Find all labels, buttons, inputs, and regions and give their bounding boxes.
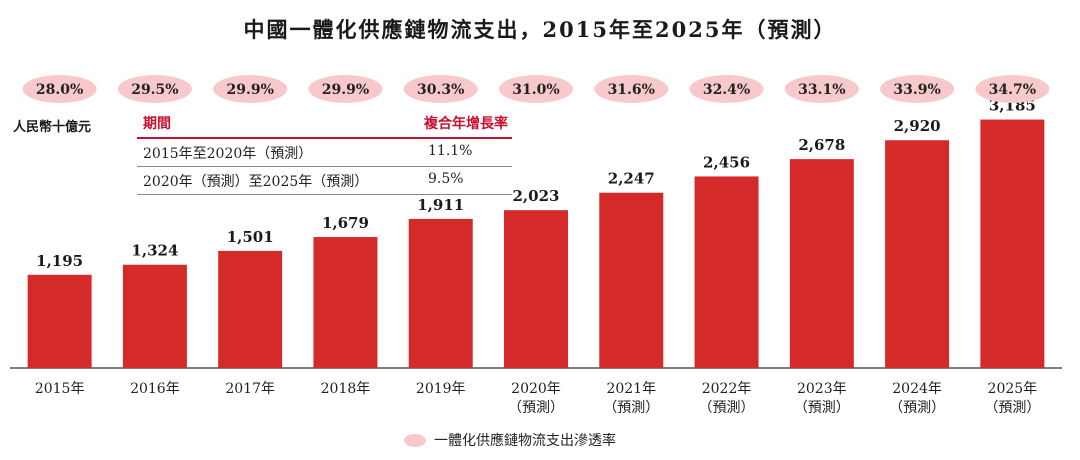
cagr-table: 期間 複合年增長率 2015年至2020年（預測） 11.1% 2020年（預測…: [137, 110, 512, 195]
cagr-header-period: 期間: [143, 116, 171, 132]
bar: [122, 264, 187, 368]
x-tick-label: 2016年: [130, 381, 180, 397]
chart-title: 中國一體化供應鏈物流支出，2015年至2025年（預測）: [243, 17, 837, 42]
x-tick-label: 2022年: [702, 381, 752, 397]
x-tick-label: （預測）: [508, 400, 564, 416]
cagr-row-period: 2015年至2020年（預測）: [143, 146, 313, 162]
x-tick-label: （預測）: [889, 400, 945, 416]
cagr-row-value: 9.5%: [428, 171, 464, 187]
legend-swatch: [404, 433, 426, 447]
cagr-row-value: 11.1%: [428, 143, 473, 159]
data-label: 2,678: [798, 136, 845, 154]
data-label: 2,456: [703, 153, 750, 171]
data-label: 1,679: [322, 214, 369, 232]
bar: [218, 250, 283, 368]
penetration-pill: [594, 75, 669, 103]
x-tick-label: 2017年: [225, 381, 275, 397]
penetration-pill: [403, 75, 478, 103]
x-tick-label: （預測）: [603, 400, 659, 416]
unit-label: 人民幣十億元: [13, 120, 92, 135]
cagr-row-period: 2020年（預測）至2025年（預測）: [143, 174, 369, 190]
bar: [789, 159, 854, 368]
x-tick-label: 2018年: [321, 381, 371, 397]
x-tick-label: 2024年: [892, 381, 942, 397]
data-label: 2,920: [894, 117, 941, 135]
x-tick-label: （預測）: [794, 400, 850, 416]
legend-label: 一體化供應鏈物流支出滲透率: [434, 433, 616, 449]
data-label: 1,501: [227, 228, 274, 246]
data-label: 1,195: [36, 252, 83, 270]
penetration-label: 31.6%: [608, 82, 655, 98]
x-tick-label: 2025年: [988, 381, 1038, 397]
data-label: 1,324: [131, 242, 178, 260]
bar: [27, 274, 92, 368]
penetration-pill: [689, 75, 764, 103]
penetration-label: 28.0%: [36, 82, 83, 98]
legend: 一體化供應鏈物流支出滲透率: [404, 430, 616, 450]
penetration-pill: [975, 75, 1050, 103]
penetration-pill: [308, 75, 383, 103]
bar: [408, 218, 473, 368]
x-tick-label: 2021年: [606, 381, 656, 397]
penetration-pill: [213, 75, 288, 103]
x-tick-label: 2020年: [511, 381, 561, 397]
penetration-pill: [784, 75, 859, 103]
x-tick-label: 2019年: [416, 381, 466, 397]
penetration-label: 29.9%: [322, 82, 369, 98]
penetration-label: 33.1%: [798, 82, 845, 98]
bar: [313, 237, 378, 368]
penetration-pill: [499, 75, 573, 103]
x-tick-label: （預測）: [984, 400, 1040, 416]
x-tick-label: 2015年: [35, 381, 85, 397]
bar: [504, 210, 568, 368]
penetration-pill: [117, 75, 192, 103]
cagr-row: 2015年至2020年（預測） 11.1%: [137, 139, 512, 167]
penetration-label: 29.5%: [131, 82, 178, 98]
penetration-label: 31.0%: [512, 82, 559, 98]
bar: [694, 176, 759, 368]
cagr-header-rate: 複合年增長率: [424, 116, 508, 132]
bar: [980, 119, 1045, 368]
penetration-label: 30.3%: [417, 82, 464, 98]
data-label: 2,247: [608, 170, 655, 188]
data-label: 2,023: [513, 187, 560, 205]
penetration-pill: [22, 75, 97, 103]
bar: [885, 140, 950, 368]
x-tick-label: 2023年: [797, 381, 847, 397]
data-label: 1,911: [417, 196, 464, 214]
cagr-row: 2020年（預測）至2025年（預測） 9.5%: [137, 167, 512, 195]
bar: [599, 192, 664, 368]
cagr-table-header: 期間 複合年增長率: [137, 110, 512, 139]
penetration-label: 33.9%: [893, 82, 940, 98]
penetration-label: 32.4%: [703, 82, 750, 98]
penetration-pill: [880, 75, 955, 103]
x-tick-label: （預測）: [699, 400, 755, 416]
penetration-label: 34.7%: [989, 82, 1036, 98]
penetration-label: 29.9%: [226, 82, 273, 98]
